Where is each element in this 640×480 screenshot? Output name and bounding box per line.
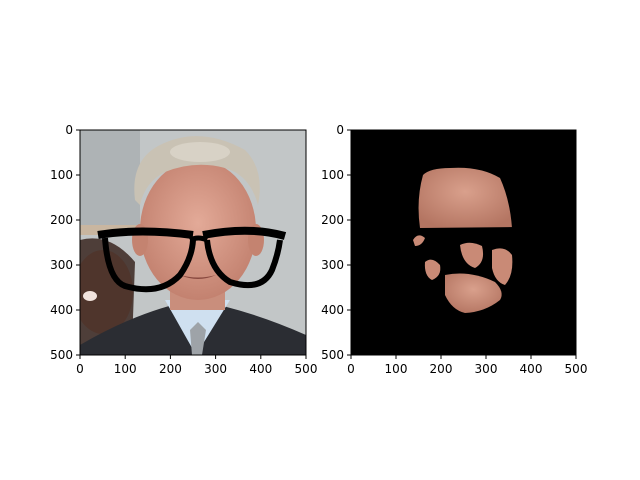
mask-lower-face: [445, 273, 502, 313]
right-x-tick-label: 100: [385, 362, 408, 376]
left-x-tick-label: 100: [114, 362, 137, 376]
right-y-tick-label: 300: [321, 258, 344, 272]
left-y-tick-label: 500: [50, 348, 73, 362]
mask-forehead: [418, 167, 512, 228]
right-y-tick-label: 200: [321, 213, 344, 227]
tie: [190, 322, 206, 355]
left-y-tick-label: 200: [50, 213, 73, 227]
mask-fragment-left: [413, 235, 425, 246]
left-x-tick-label: 300: [204, 362, 227, 376]
right-x-tick-label: 300: [475, 362, 498, 376]
mask-cheek-left: [424, 259, 441, 280]
left-x-tick-label: 200: [159, 362, 182, 376]
left-x-tick-label: 500: [295, 362, 318, 376]
glasses: [97, 226, 287, 293]
left-y-tick-label: 400: [50, 303, 73, 317]
mouth: [180, 275, 216, 279]
right-x-tick-label: 500: [565, 362, 588, 376]
left-y-tick-label: 0: [65, 123, 73, 137]
right-y-tick-label: 500: [321, 348, 344, 362]
left-y-tick-label: 100: [50, 168, 73, 182]
left-y-tick-label: 300: [50, 258, 73, 272]
mask-nose: [460, 242, 484, 268]
left-x-tick-label: 400: [249, 362, 272, 376]
left-photo: [80, 130, 306, 355]
left-person-hair: [80, 238, 135, 345]
right-y-tick-label: 0: [336, 123, 344, 137]
right-y-tick-label: 100: [321, 168, 344, 182]
main-face: [140, 160, 256, 300]
left-person-teeth: [83, 291, 97, 301]
right-x-tick-label: 200: [430, 362, 453, 376]
right-mask: [351, 130, 576, 355]
hair-top: [170, 142, 230, 162]
left-x-tick-label: 0: [76, 362, 84, 376]
mask-glasses-line: [419, 227, 516, 232]
right-x-tick-label: 400: [520, 362, 543, 376]
right-y-tick-label: 400: [321, 303, 344, 317]
right-axes-frame: [350, 129, 577, 356]
left-axes-frame: [79, 129, 307, 356]
photo-wall-shade: [80, 130, 140, 225]
right-x-tick-label: 0: [347, 362, 355, 376]
mask-cheek-right: [492, 248, 513, 285]
mask-background: [351, 130, 576, 355]
